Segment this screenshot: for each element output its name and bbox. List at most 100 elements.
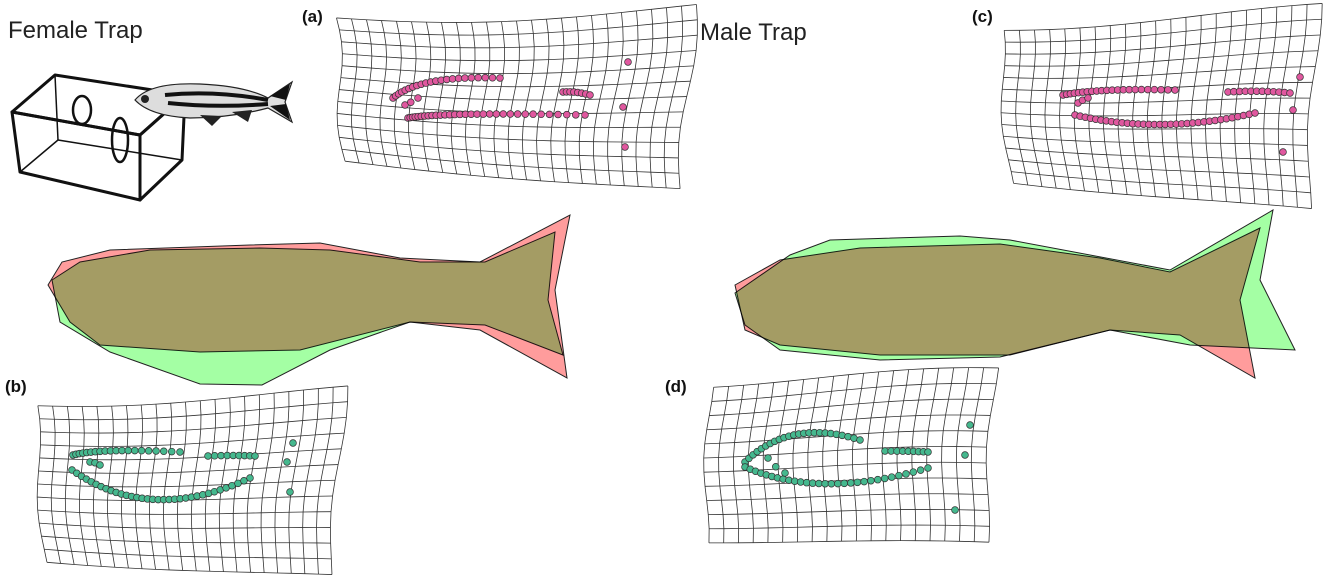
grid-line	[1206, 14, 1217, 201]
grid-line	[1004, 67, 1316, 79]
panel-label: (d)	[665, 377, 687, 396]
grid-line	[345, 161, 680, 188]
landmark	[97, 462, 104, 469]
landmark	[468, 74, 475, 81]
fish-shapes-male	[735, 210, 1295, 378]
landmark	[925, 465, 932, 472]
landmark	[895, 472, 902, 479]
landmark	[1132, 86, 1139, 93]
landmark	[1297, 74, 1304, 81]
landmark	[881, 475, 888, 482]
landmark	[119, 447, 126, 454]
grid-line	[793, 379, 804, 542]
landmark	[917, 467, 924, 474]
landmark	[582, 112, 589, 119]
landmark	[455, 75, 462, 82]
grid-line	[1147, 21, 1156, 197]
grid-line	[942, 368, 954, 541]
grid-line	[41, 536, 330, 543]
landmark	[625, 59, 632, 66]
grid-line	[971, 368, 983, 542]
landmark	[138, 447, 145, 454]
grid-line	[38, 510, 331, 514]
shape-green	[52, 232, 563, 385]
grid-line	[40, 433, 344, 446]
landmark	[218, 452, 225, 459]
grid-line	[1014, 183, 1312, 208]
fish-shapes-female	[48, 215, 570, 385]
landmark	[284, 459, 291, 466]
landmark	[489, 74, 496, 81]
grid-line	[1005, 19, 1321, 42]
landmark	[287, 489, 294, 496]
landmark	[815, 480, 822, 487]
grid-line	[986, 368, 998, 542]
landmark	[952, 507, 959, 514]
grid-line	[39, 523, 330, 528]
landmark	[857, 437, 864, 444]
landmark	[1158, 86, 1165, 93]
landmark	[497, 75, 504, 82]
grid-line	[1103, 26, 1112, 194]
landmark	[507, 111, 514, 118]
landmark	[462, 75, 469, 82]
grid-line	[1191, 15, 1201, 199]
figure: Female Trap Male Trap (a) (b) (c) (d)	[0, 0, 1343, 577]
grid-line	[778, 381, 789, 542]
landmark	[809, 480, 816, 487]
landmark	[493, 111, 500, 118]
landmark	[252, 453, 259, 460]
grid-line	[336, 4, 696, 22]
panel-label: (c)	[972, 7, 993, 26]
landmark	[587, 92, 594, 99]
landmark	[247, 475, 254, 482]
shape-green	[735, 210, 1295, 360]
landmark	[211, 452, 218, 459]
landmark	[168, 448, 175, 455]
grid-line	[1005, 35, 1320, 54]
landmark	[1252, 110, 1259, 117]
landmark	[834, 480, 841, 487]
landmark	[1085, 95, 1092, 102]
grid-line	[897, 370, 909, 541]
grid-line	[763, 383, 773, 543]
landmark	[1172, 87, 1179, 94]
landmark	[1151, 86, 1158, 93]
grid-line	[714, 368, 999, 388]
landmark	[474, 111, 481, 118]
landmark	[530, 111, 537, 118]
landmark	[1138, 86, 1145, 93]
landmark	[486, 111, 493, 118]
landmark	[500, 111, 507, 118]
grid-line	[1001, 113, 1308, 116]
grid-line	[1074, 28, 1084, 191]
landmark	[522, 111, 529, 118]
grid-line	[1220, 12, 1231, 202]
landmark	[1290, 107, 1297, 114]
landmark	[125, 447, 132, 454]
landmark	[160, 448, 167, 455]
landmark	[475, 74, 482, 81]
grid-line	[1235, 10, 1247, 203]
landmark	[847, 480, 854, 487]
landmark	[563, 111, 570, 118]
grid-line	[719, 386, 729, 543]
grid-line	[1089, 27, 1099, 192]
grid-line	[38, 480, 336, 487]
landmark	[828, 480, 835, 487]
grid-line	[1001, 98, 1310, 103]
landmark	[772, 463, 779, 470]
grid-line	[1060, 29, 1071, 190]
grid-line	[1004, 3, 1322, 30]
landmark	[882, 448, 889, 455]
landmark	[415, 95, 422, 102]
grid-line	[709, 541, 989, 543]
panel-label: (a)	[302, 7, 323, 26]
grid-line	[1307, 3, 1322, 208]
landmark	[290, 440, 297, 447]
landmark	[1287, 90, 1294, 97]
landmark	[572, 111, 579, 118]
landmark	[861, 478, 868, 485]
landmark	[407, 99, 414, 106]
grid-line	[708, 509, 989, 514]
